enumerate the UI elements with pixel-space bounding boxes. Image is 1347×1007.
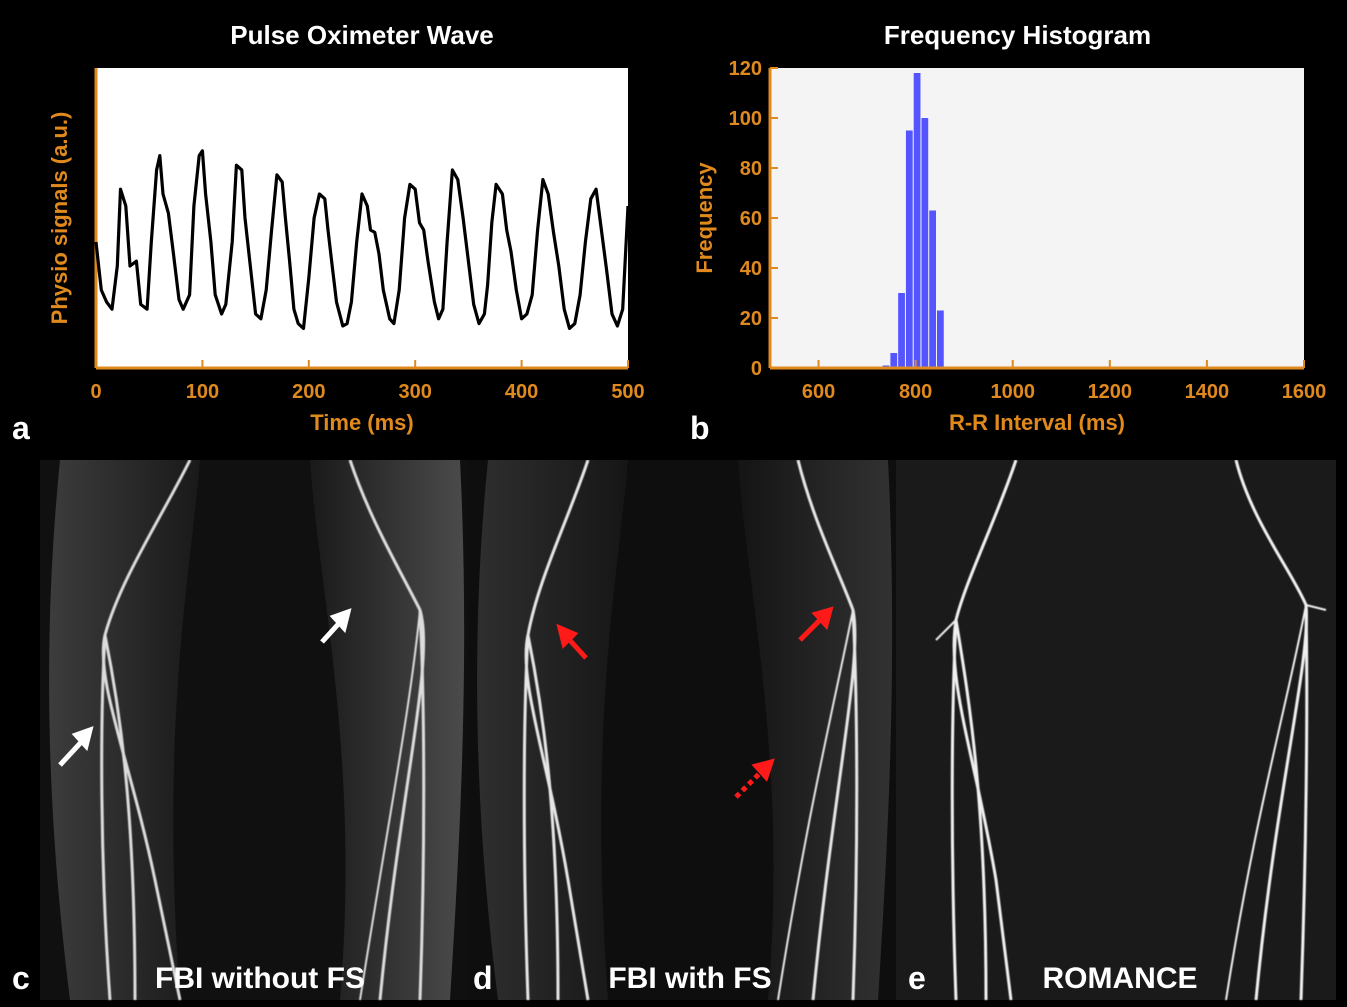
pulse-wave-chart: 0 100 200 300 400 500 — [90, 68, 645, 403]
chart-a-xtick-label-0: 0 — [90, 381, 101, 403]
panel-letter-e: e — [908, 960, 926, 996]
red-arrow-1 — [556, 623, 588, 660]
chart-b-xlabel: R-R Interval (ms) — [948, 410, 1126, 435]
mri-label-e: ROMANCE — [1042, 962, 1198, 995]
histogram-bar — [921, 118, 929, 368]
chart-b-title: Frequency Histogram — [883, 20, 1152, 50]
histogram-bar — [898, 293, 905, 368]
mri-panel-d — [468, 460, 896, 1001]
panel-letter-d: d — [473, 960, 493, 996]
chart-b-ytick-label-0: 0 — [751, 358, 762, 380]
mri-panel-c — [40, 460, 468, 1001]
chart-a-xtick-label-200: 200 — [292, 381, 325, 403]
histogram-bar — [913, 73, 921, 368]
histogram-bar — [936, 310, 944, 368]
mri-panel-e — [896, 460, 1336, 1001]
pulse-wave-line — [94, 149, 630, 330]
chart-b-xtick-label-800: 800 — [899, 381, 932, 403]
chart-a-xtick-label-300: 300 — [399, 381, 432, 403]
chart-b-xtick-label-1200: 1200 — [1088, 381, 1133, 403]
histogram-bar — [929, 210, 936, 368]
frequency-histogram: 600 800 1000 1200 1400 1600 0 20 40 60 80 100 120 — [729, 58, 1327, 403]
chart-b-plot-area — [770, 68, 1304, 368]
red-dotted-arrow — [734, 758, 775, 799]
chart-b-xtick-label-1600: 1600 — [1282, 381, 1327, 403]
mri-images — [40, 460, 1336, 1001]
chart-b-ytick-label-60: 60 — [740, 208, 762, 230]
chart-b-xtick-label-600: 600 — [802, 381, 835, 403]
chart-b-ytick-label-120: 120 — [729, 58, 762, 80]
chart-b-ytick-label-100: 100 — [729, 108, 762, 130]
chart-a-xtick-label-100: 100 — [186, 381, 219, 403]
histogram-bar — [905, 130, 913, 368]
chart-b-ytick-label-40: 40 — [740, 258, 762, 280]
chart-a-xtick-label-500: 500 — [611, 381, 644, 403]
chart-b-xtick-label-1000: 1000 — [990, 381, 1035, 403]
chart-a-title: Pulse Oximeter Wave — [230, 20, 494, 50]
panel-letter-c: c — [12, 960, 30, 996]
chart-a-xtick-label-400: 400 — [505, 381, 538, 403]
panel-letter-b: b — [690, 410, 710, 446]
white-arrow-2 — [320, 608, 352, 644]
chart-b-ytick-label-20: 20 — [740, 308, 762, 330]
panel-letter-a: a — [12, 410, 30, 446]
red-arrow-2 — [798, 606, 834, 642]
chart-a-xlabel: Time (ms) — [310, 410, 414, 435]
mri-label-c: FBI without FS — [155, 962, 365, 995]
histogram-bar — [890, 353, 898, 368]
chart-b-xtick-label-1400: 1400 — [1185, 381, 1230, 403]
mri-label-d: FBI with FS — [608, 962, 772, 995]
chart-b-ytick-label-80: 80 — [740, 158, 762, 180]
white-arrow-1 — [58, 726, 94, 767]
